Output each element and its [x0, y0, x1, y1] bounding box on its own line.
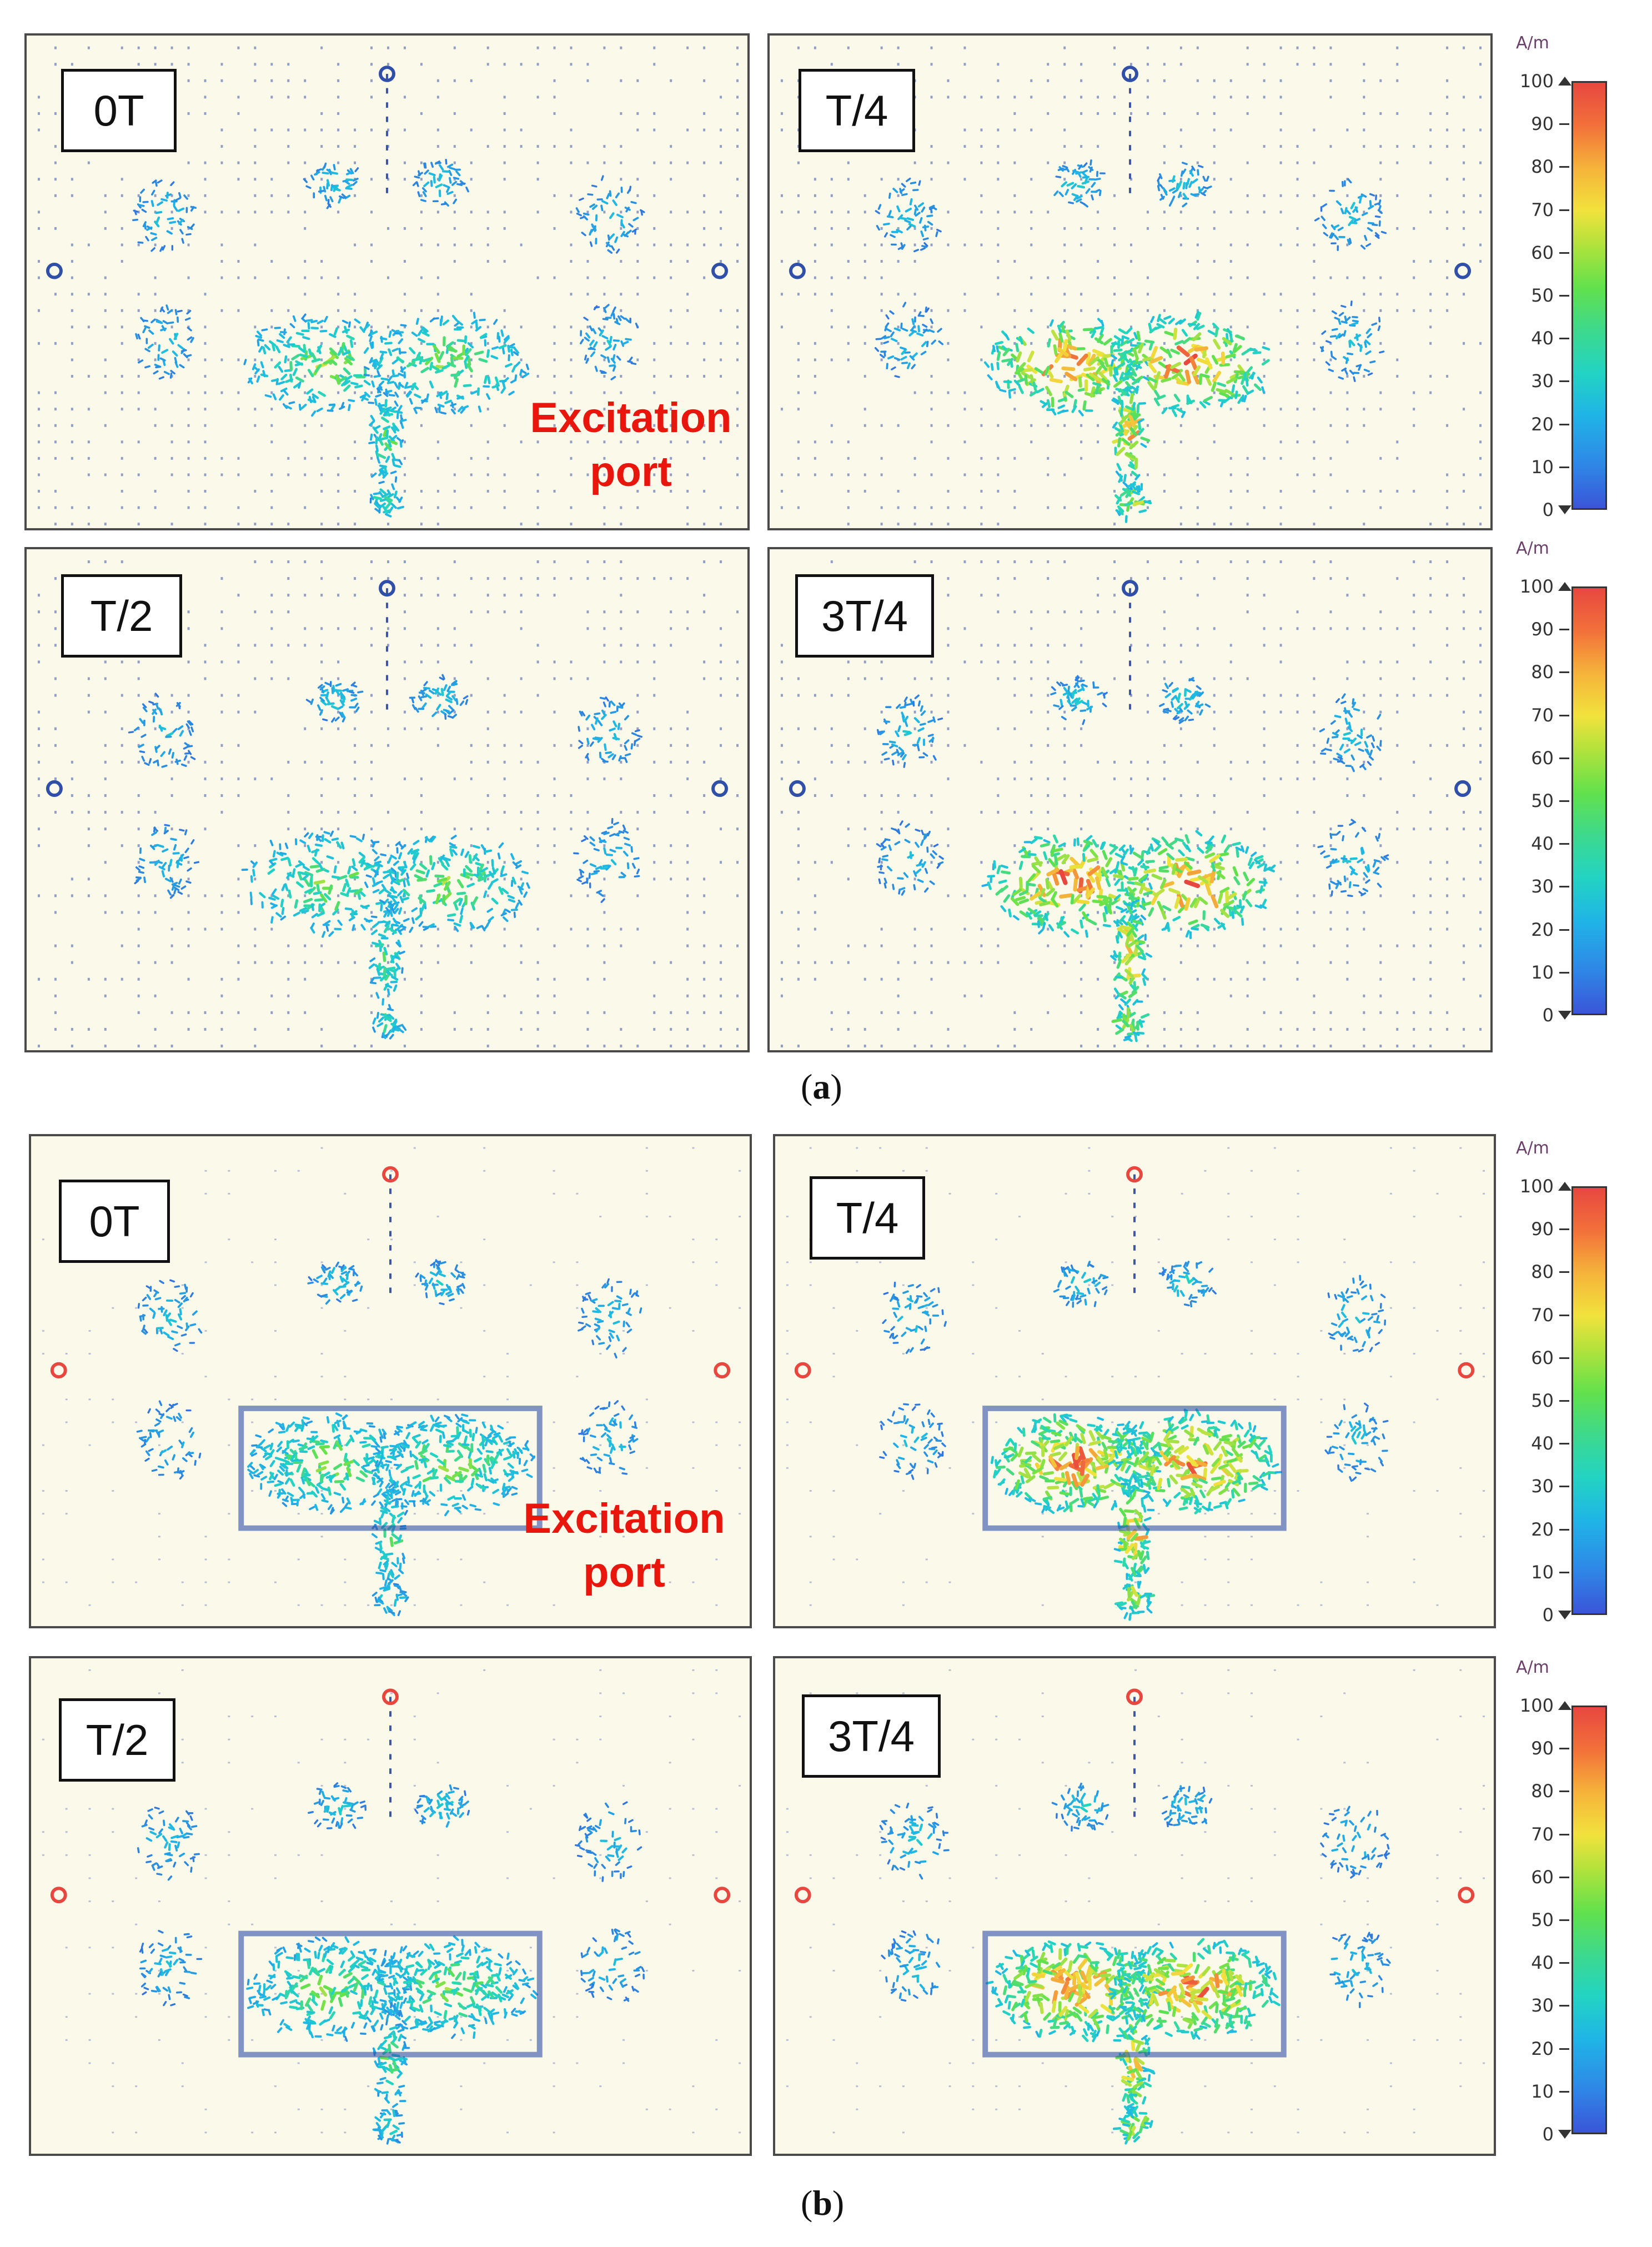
colorbar-tick: 70 — [1499, 704, 1569, 726]
phase-label: 0T — [59, 1180, 170, 1263]
colorbar-tick: 80 — [1499, 156, 1569, 178]
field-vector-plot — [37, 46, 739, 526]
field-vector-plot — [780, 560, 1482, 1047]
field-panel-b-T2: T/2 — [29, 1656, 752, 2156]
caption-paren-open: ( — [801, 1067, 813, 1106]
colorbar-tick: 50 — [1499, 790, 1569, 812]
excitation-port-annotation: Excitation port — [508, 1492, 741, 1600]
colorbar-tick: 50 — [1499, 1909, 1569, 1931]
caption-letter: a — [812, 1067, 831, 1106]
colorbar-tick: 40 — [1499, 327, 1569, 349]
colorbar-tick: 100 — [1499, 1694, 1571, 1717]
colorbar-tick: 40 — [1499, 1952, 1569, 1974]
colorbar-tick: 50 — [1499, 284, 1569, 307]
colorbar-gradient — [1571, 1186, 1607, 1615]
field-vector-plot — [37, 560, 739, 1047]
phase-label: 0T — [61, 69, 177, 152]
colorbar: A/m 100 90 80 70 60 50 40 30 20 10 0 — [1499, 539, 1616, 1026]
colorbar-tick: 60 — [1499, 242, 1569, 264]
annotation-line-2: port — [583, 1549, 665, 1597]
field-vector-plot — [786, 1147, 1485, 1621]
colorbar: A/m 100 90 80 70 60 50 40 30 20 10 0 — [1499, 1138, 1616, 1626]
colorbar-tick: 100 — [1499, 575, 1571, 598]
caption-paren-close: ) — [832, 2183, 845, 2223]
phase-label: 3T/4 — [802, 1694, 941, 1778]
annotation-line-1: Excitation — [523, 1495, 725, 1542]
colorbar-gradient — [1571, 81, 1607, 510]
excitation-port-annotation: Excitation port — [514, 391, 747, 499]
caption-letter: b — [812, 2183, 832, 2223]
caption-paren-open: ( — [801, 2183, 813, 2223]
colorbar-unit: A/m — [1516, 1138, 1549, 1158]
colorbar-tick: 50 — [1499, 1390, 1569, 1412]
subfigure-caption: (b) — [801, 2183, 844, 2224]
field-panel-b-3T4: 3T/4 — [773, 1656, 1496, 2156]
colorbar-tick: 80 — [1499, 661, 1569, 683]
colorbar-tick: 90 — [1499, 618, 1569, 640]
field-vector-plot — [786, 1669, 1485, 2145]
colorbar-tick: 80 — [1499, 1261, 1569, 1283]
colorbar-gradient — [1571, 586, 1607, 1015]
colorbar-tick: 100 — [1499, 1175, 1571, 1197]
colorbar-tick: 20 — [1499, 1518, 1569, 1541]
colorbar-tick: 90 — [1499, 1737, 1569, 1759]
colorbar-tick: 70 — [1499, 1823, 1569, 1845]
phase-label: 3T/4 — [795, 574, 934, 658]
field-panel-a-3T4: 3T/4 — [767, 547, 1493, 1052]
subfigure-caption: (a) — [801, 1066, 842, 1107]
colorbar-tick: 40 — [1499, 1432, 1569, 1454]
field-panel-b-0T: 0T Excitation port — [29, 1134, 752, 1628]
colorbar: A/m 100 90 80 70 60 50 40 30 20 10 0 — [1499, 33, 1616, 520]
field-panel-a-0T: 0T Excitation port — [24, 33, 750, 530]
phase-label: T/4 — [799, 69, 915, 152]
colorbar-tick: 30 — [1499, 1994, 1569, 2017]
field-vector-plot — [42, 1669, 741, 2145]
field-panel-a-T4: T/4 — [767, 33, 1493, 530]
colorbar: A/m 100 90 80 70 60 50 40 30 20 10 0 — [1499, 1658, 1616, 2145]
annotation-line-1: Excitation — [530, 394, 732, 442]
colorbar-tick: 30 — [1499, 370, 1569, 392]
colorbar-tick: 0 — [1499, 1004, 1571, 1026]
colorbar-tick: 0 — [1499, 499, 1571, 521]
field-vector-plot — [42, 1147, 741, 1617]
colorbar-tick: 10 — [1499, 2080, 1569, 2103]
colorbar-tick: 10 — [1499, 456, 1569, 478]
colorbar-tick: 60 — [1499, 1866, 1569, 1888]
colorbar-tick: 20 — [1499, 2038, 1569, 2060]
colorbar-tick: 60 — [1499, 747, 1569, 769]
colorbar-tick: 0 — [1499, 2123, 1571, 2145]
colorbar-tick: 70 — [1499, 1304, 1569, 1326]
colorbar-tick: 10 — [1499, 961, 1569, 984]
colorbar-tick: 70 — [1499, 199, 1569, 221]
colorbar-tick: 10 — [1499, 1561, 1569, 1583]
field-panel-a-T2: T/2 — [24, 547, 750, 1052]
colorbar-unit: A/m — [1516, 1658, 1549, 1677]
colorbar-tick: 30 — [1499, 875, 1569, 897]
field-panel-b-T4: T/4 — [773, 1134, 1496, 1628]
caption-paren-close: ) — [830, 1067, 842, 1106]
colorbar-tick: 0 — [1499, 1604, 1571, 1626]
phase-label: T/2 — [61, 574, 182, 658]
colorbar-tick: 90 — [1499, 113, 1569, 135]
phase-label: T/2 — [59, 1698, 175, 1782]
colorbar-tick: 90 — [1499, 1218, 1569, 1240]
colorbar-tick: 20 — [1499, 919, 1569, 941]
colorbar-gradient — [1571, 1706, 1607, 2134]
colorbar-tick: 20 — [1499, 413, 1569, 435]
annotation-line-2: port — [590, 448, 672, 496]
colorbar-tick: 100 — [1499, 70, 1571, 92]
colorbar-unit: A/m — [1516, 539, 1549, 558]
colorbar-unit: A/m — [1516, 33, 1549, 53]
colorbar-tick: 40 — [1499, 832, 1569, 855]
phase-label: T/4 — [810, 1176, 925, 1260]
colorbar-tick: 60 — [1499, 1347, 1569, 1369]
colorbar-tick: 80 — [1499, 1780, 1569, 1802]
field-vector-plot — [780, 46, 1482, 526]
colorbar-tick: 30 — [1499, 1475, 1569, 1497]
